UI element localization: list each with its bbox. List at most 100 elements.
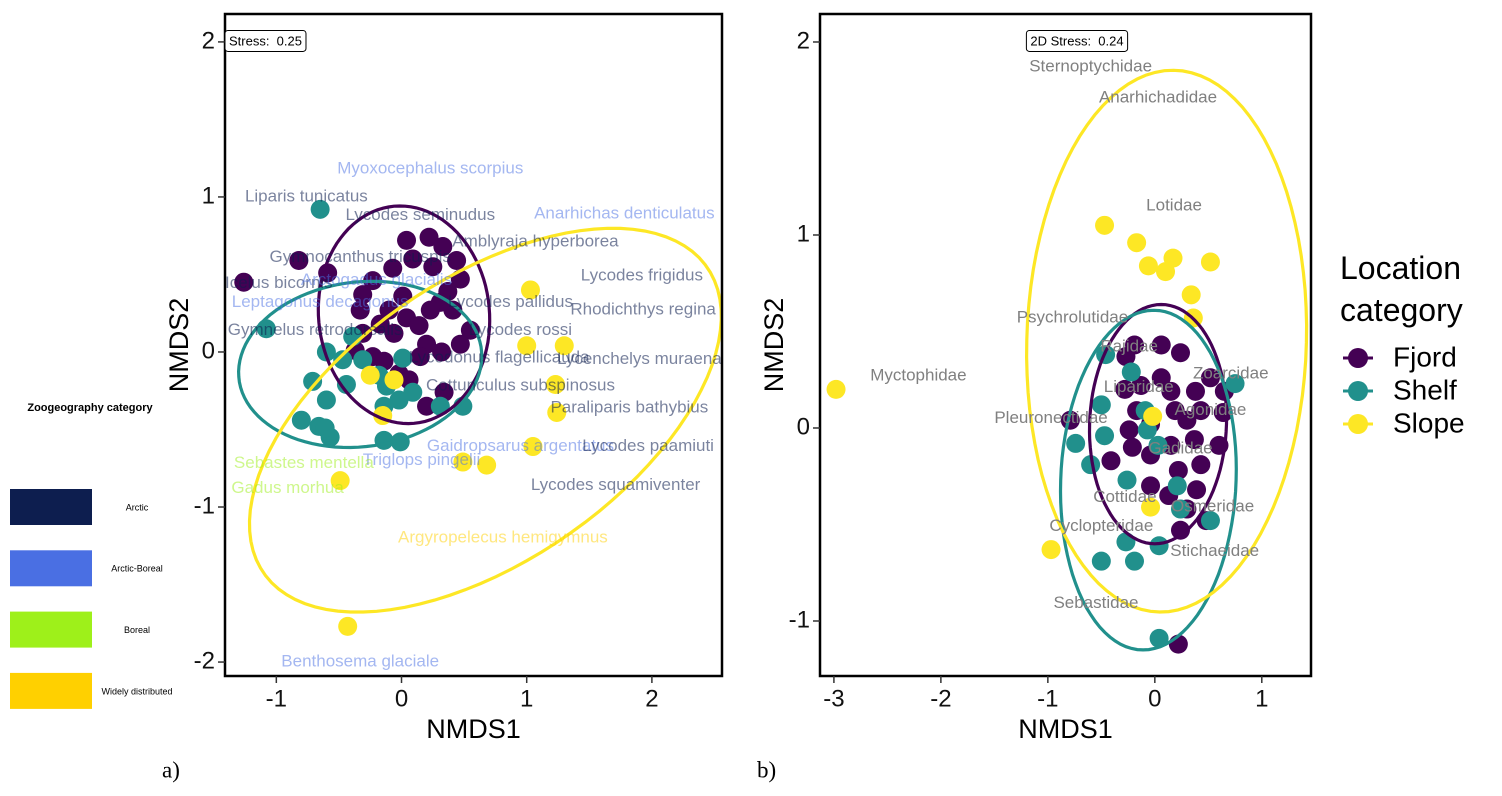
legend-label: Slope xyxy=(1393,407,1465,438)
species-label: Liparis tunicatus xyxy=(245,186,368,205)
point xyxy=(1225,374,1245,394)
y-tick-label: 2 xyxy=(202,27,215,54)
point xyxy=(409,316,429,336)
point xyxy=(384,370,404,390)
species-label: Gadidae xyxy=(1148,439,1212,458)
point xyxy=(336,375,356,395)
panel-label: a) xyxy=(162,757,180,782)
point xyxy=(1041,540,1061,560)
point xyxy=(1184,430,1204,450)
point xyxy=(417,396,437,416)
point xyxy=(1151,368,1171,388)
point xyxy=(1143,406,1163,426)
point xyxy=(374,430,394,450)
point xyxy=(1161,381,1181,401)
species-label: Rhodichthys regina xyxy=(570,300,716,319)
point xyxy=(443,300,463,320)
species-label: Amblyraja hyperborea xyxy=(452,231,619,250)
zoo-legend-swatch xyxy=(10,611,92,648)
species-label: Sebastidae xyxy=(1053,593,1138,612)
stress-annotation: Stress: 0.25 xyxy=(229,33,302,48)
point xyxy=(1081,455,1101,475)
species-label: Paraliparis bathybius xyxy=(550,397,708,416)
point xyxy=(1095,426,1115,446)
species-label: Argyropelecus hemigymnus xyxy=(398,528,608,547)
species-label: Lycodonus flagellicauda xyxy=(409,348,590,367)
ellipse xyxy=(247,226,723,614)
point xyxy=(353,350,373,370)
x-tick-label: 0 xyxy=(1148,685,1161,712)
point xyxy=(420,300,440,320)
species-label: Pleuronectidae xyxy=(994,408,1107,427)
y-axis-title: NMDS2 xyxy=(164,298,194,393)
point xyxy=(310,199,330,219)
zoo-legend-label: Arctic-Boreal xyxy=(111,564,163,574)
species-label: Stichaeidae xyxy=(1170,541,1259,560)
legend-label: Shelf xyxy=(1393,374,1457,405)
ellipse xyxy=(1058,308,1238,652)
species-label: Myctophidae xyxy=(870,365,966,384)
species-label: Arctogadus glacialis xyxy=(301,270,452,289)
species-label: Icelus bicornis xyxy=(225,273,333,292)
annotation-box xyxy=(224,29,307,52)
zoo-legend-label: Boreal xyxy=(124,625,150,635)
ellipse xyxy=(1024,68,1309,614)
ellipse xyxy=(236,279,484,450)
point xyxy=(460,320,480,340)
point xyxy=(1095,215,1115,235)
species-label: Liparidae xyxy=(1104,377,1174,396)
point xyxy=(333,350,353,370)
point xyxy=(453,452,473,472)
point xyxy=(384,323,404,343)
x-tick-label: -1 xyxy=(1037,685,1058,712)
plot-frame xyxy=(818,12,1313,678)
annotation-box xyxy=(1025,29,1129,52)
point xyxy=(517,336,537,356)
zoo-legend-title: Zoogeography category xyxy=(27,402,153,414)
x-axis-title: NMDS1 xyxy=(426,714,521,744)
y-tick-label: 0 xyxy=(797,413,810,440)
point xyxy=(523,437,543,457)
species-label: Sternoptychidae xyxy=(1029,57,1152,76)
point xyxy=(432,342,452,362)
species-label: Lycodes rossi xyxy=(469,320,572,339)
point xyxy=(316,390,336,410)
point xyxy=(477,455,497,475)
y-tick-label: -1 xyxy=(194,492,215,519)
species-label: Gymnelus retrodorsalis xyxy=(228,320,403,339)
point xyxy=(291,410,311,430)
y-tick-label: 2 xyxy=(797,27,810,54)
y-tick-label: -1 xyxy=(789,606,810,633)
point xyxy=(1066,433,1086,453)
point xyxy=(1091,551,1111,571)
zoo-legend-swatch xyxy=(10,550,92,587)
point xyxy=(403,249,423,269)
legend-dot xyxy=(1348,414,1368,434)
legend-dot xyxy=(1348,348,1368,368)
species-label: Zoarcidae xyxy=(1193,363,1269,382)
x-tick-label: 1 xyxy=(520,685,533,712)
point xyxy=(360,365,380,385)
point xyxy=(1151,335,1171,355)
point xyxy=(520,280,540,300)
point xyxy=(389,390,409,410)
species-label: Anarhichadidae xyxy=(1099,87,1217,106)
species-label: Gymnocanthus tricuspis xyxy=(270,247,451,266)
point xyxy=(1116,347,1136,367)
plot-frame xyxy=(223,12,724,678)
species-label: Lotidae xyxy=(1146,196,1202,215)
species-label: Lycodes pallidus xyxy=(448,292,573,311)
point xyxy=(403,382,423,402)
point xyxy=(379,300,399,320)
species-label: Psychrolutidae xyxy=(1017,307,1129,326)
point xyxy=(1121,362,1141,382)
point xyxy=(1117,470,1137,490)
point xyxy=(1116,532,1136,552)
point xyxy=(1200,252,1220,272)
point xyxy=(423,257,443,277)
zoo-legend-label: Widely distributed xyxy=(101,686,172,696)
x-axis-title: NMDS1 xyxy=(1018,714,1113,744)
point xyxy=(330,471,350,491)
point xyxy=(338,616,358,636)
